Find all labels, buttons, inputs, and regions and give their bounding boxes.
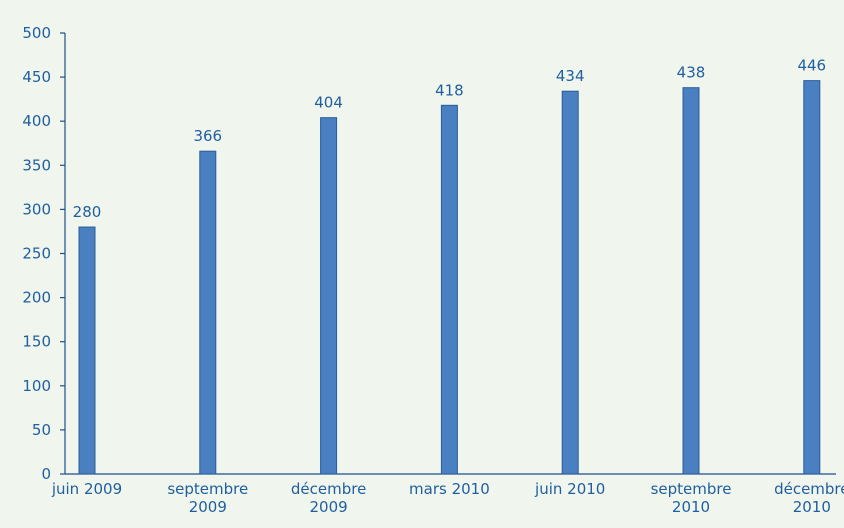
y-tick-label: 150 [22,333,51,351]
x-tick-label: juin 2010 [534,480,605,498]
x-tick-label: septembre 2010 [651,480,732,516]
value-label: 438 [677,64,706,82]
value-label: 446 [797,57,826,75]
value-label: 366 [193,127,222,145]
bar [561,90,579,475]
y-tick-label: 350 [22,156,51,174]
x-tick-label: décembre 2010 [774,480,844,516]
y-tick-label: 50 [32,421,51,439]
bar [78,226,96,475]
value-label: 280 [73,203,102,221]
value-label: 418 [435,81,464,99]
bar [803,80,821,475]
y-tick-label: 400 [22,112,51,130]
y-tick-label: 300 [22,200,51,218]
bar [199,150,217,475]
bar [320,117,338,475]
y-tick-label: 200 [22,289,51,307]
y-tick-label: 250 [22,245,51,263]
bar [682,87,700,475]
bar [440,104,458,475]
y-tick-label: 500 [22,24,51,42]
x-tick-label: mars 2010 [409,480,490,498]
y-tick-label: 100 [22,377,51,395]
y-tick-label: 450 [22,68,51,86]
x-tick-label: juin 2009 [51,480,122,498]
x-tick-label: septembre 2009 [167,480,248,516]
value-label: 434 [556,67,585,85]
y-tick-label: 0 [41,465,51,483]
x-tick-label: décembre 2009 [291,480,366,516]
value-label: 404 [314,94,343,112]
